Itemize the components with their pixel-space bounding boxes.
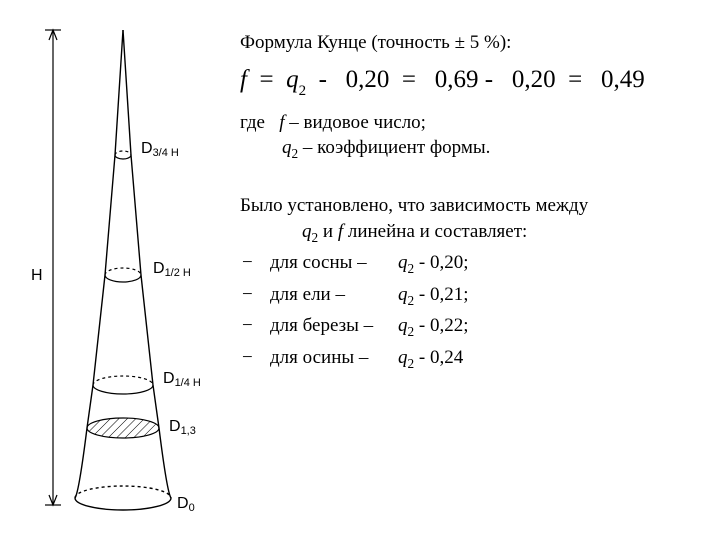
label-D13: D1,3 — [169, 418, 196, 437]
label-D12: D1/2 H — [153, 260, 191, 279]
trunk-diagram: H — [25, 20, 225, 530]
label-D0: D0 — [177, 495, 195, 514]
list-item: − для ели – q2 - 0,21; — [240, 280, 700, 311]
height-dimension — [45, 30, 61, 505]
where-line-1: где f – видовое число; — [240, 110, 700, 136]
label-D14: D1/4 H — [163, 370, 201, 389]
where-line-2: q2 – коэффициент формы. — [240, 135, 700, 163]
para2-line-2: q2 и f линейна и составляет: — [240, 219, 700, 247]
para2-line-1: Было установлено, что зависимость между — [240, 193, 700, 219]
title-line: Формула Кунце (точность ± 5 %): — [240, 30, 700, 56]
species-list: − для сосны – q2 - 0,20; − для ели – q2 … — [240, 248, 700, 374]
section-1-2H — [105, 268, 141, 282]
label-D34: D3/4 H — [141, 140, 179, 159]
text-content: Формула Кунце (точность ± 5 %): f = q2 -… — [240, 30, 700, 374]
kunze-formula: f = q2 - 0,20 = 0,69 - 0,20 = 0,49 — [240, 66, 700, 98]
section-1-3 — [83, 416, 163, 440]
section-3-4H — [115, 151, 131, 159]
list-item: − для сосны – q2 - 0,20; — [240, 248, 700, 279]
list-item: − для березы – q2 - 0,22; — [240, 311, 700, 342]
section-1-4H — [93, 376, 153, 394]
section-base — [75, 486, 171, 510]
list-item: − для осины – q2 - 0,24 — [240, 343, 700, 374]
label-H: H — [31, 267, 43, 284]
